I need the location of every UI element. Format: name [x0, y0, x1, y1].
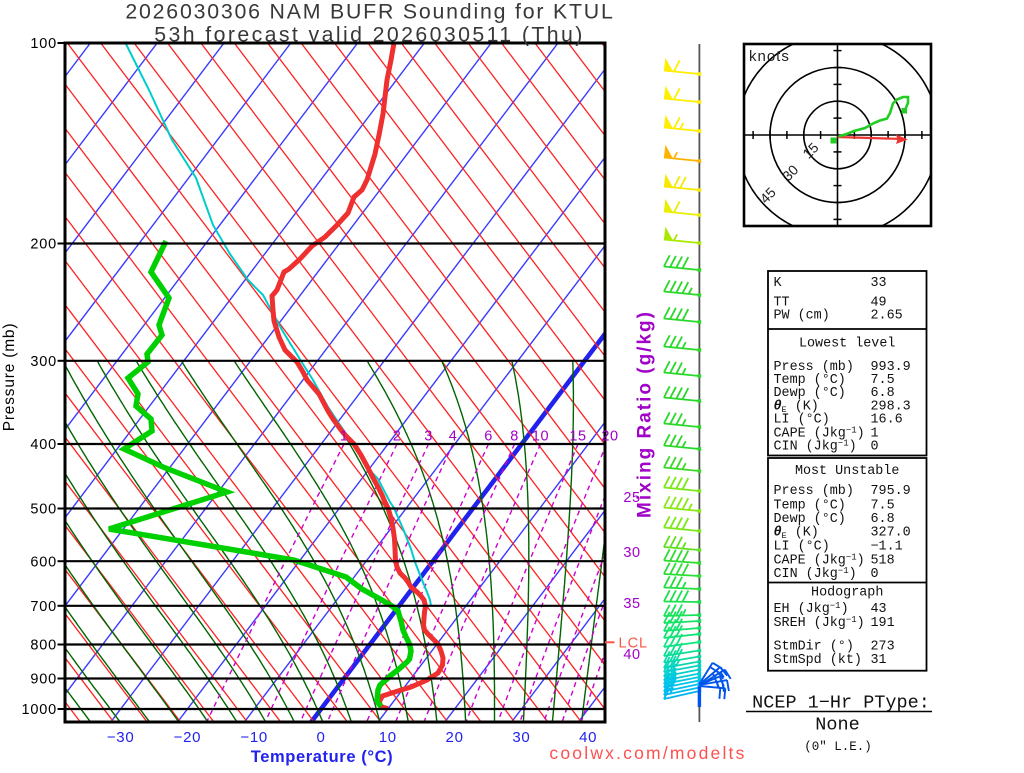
svg-text:LI (°C): LI (°C) — [774, 540, 830, 555]
svg-text:400: 400 — [30, 437, 57, 453]
svg-text:15: 15 — [569, 429, 586, 445]
svg-text:CAPE (Jkg−1): CAPE (Jkg−1) — [774, 425, 865, 441]
svg-text:40: 40 — [623, 647, 640, 663]
svg-text:200: 200 — [30, 237, 57, 253]
svg-text:31: 31 — [871, 653, 887, 668]
svg-text:6.8: 6.8 — [871, 386, 895, 401]
svg-text:298.3: 298.3 — [871, 399, 911, 414]
svg-text:0: 0 — [871, 440, 879, 455]
svg-text:800: 800 — [30, 638, 57, 654]
svg-text:CIN (Jkg−1): CIN (Jkg−1) — [774, 439, 857, 455]
svg-text:θE (K): θE (K) — [774, 399, 819, 415]
svg-text:−20: −20 — [174, 729, 202, 746]
svg-text:2.65: 2.65 — [871, 309, 903, 324]
svg-text:SREH (Jkg−1): SREH (Jkg−1) — [774, 615, 865, 631]
svg-text:327.0: 327.0 — [871, 526, 911, 541]
svg-text:53h forecast valid 2026030511: 53h forecast valid 2026030511 (Thu) — [154, 23, 585, 47]
svg-text:993.9: 993.9 — [871, 360, 911, 375]
svg-text:−1.1: −1.1 — [871, 540, 903, 555]
svg-text:θE (K): θE (K) — [774, 526, 819, 542]
svg-text:Mixing Ratio (g/kg): Mixing Ratio (g/kg) — [635, 310, 656, 518]
svg-text:20: 20 — [601, 429, 618, 445]
svg-text:33: 33 — [871, 276, 887, 291]
svg-text:30: 30 — [623, 545, 640, 561]
svg-text:LCL: LCL — [619, 635, 649, 651]
svg-text:40: 40 — [579, 729, 597, 746]
svg-text:16.6: 16.6 — [871, 413, 903, 428]
svg-text:300: 300 — [30, 354, 57, 370]
svg-text:StmSpd (kt): StmSpd (kt) — [774, 653, 862, 668]
svg-text:2026030306 NAM BUFR Sounding f: 2026030306 NAM BUFR Sounding for KTUL — [125, 0, 614, 24]
svg-text:LI (°C): LI (°C) — [774, 413, 830, 428]
svg-text:Temp (°C): Temp (°C) — [774, 498, 846, 513]
svg-text:600: 600 — [30, 554, 57, 570]
svg-text:CAPE (Jkg−1): CAPE (Jkg−1) — [774, 552, 865, 568]
svg-text:K: K — [774, 276, 783, 291]
svg-text:None: None — [815, 715, 859, 736]
svg-text:Most Unstable: Most Unstable — [795, 464, 899, 479]
svg-text:2: 2 — [393, 429, 402, 445]
svg-text:795.9: 795.9 — [871, 484, 911, 499]
svg-text:Dewp (°C): Dewp (°C) — [774, 386, 846, 401]
svg-text:8: 8 — [510, 429, 519, 445]
svg-text:Temp (°C): Temp (°C) — [774, 373, 846, 388]
svg-text:30: 30 — [512, 729, 530, 746]
svg-text:−30: −30 — [107, 729, 135, 746]
svg-text:1: 1 — [340, 429, 349, 445]
svg-text:Temperature (°C): Temperature (°C) — [251, 748, 393, 766]
svg-text:191: 191 — [871, 616, 895, 631]
svg-text:coolwx.com/modelts: coolwx.com/modelts — [549, 743, 746, 763]
svg-text:knots: knots — [749, 48, 790, 65]
svg-text:43: 43 — [871, 602, 887, 617]
svg-text:10: 10 — [532, 429, 549, 445]
svg-text:6.8: 6.8 — [871, 512, 895, 527]
svg-text:(0" L.E.): (0" L.E.) — [804, 740, 872, 754]
svg-text:0: 0 — [316, 729, 325, 746]
svg-text:20: 20 — [446, 729, 464, 746]
svg-text:NCEP 1−Hr PType:: NCEP 1−Hr PType: — [752, 693, 930, 714]
svg-text:Pressure (mb): Pressure (mb) — [1, 323, 18, 432]
svg-text:1: 1 — [871, 426, 879, 441]
svg-text:700: 700 — [30, 599, 57, 615]
svg-text:7.5: 7.5 — [871, 498, 895, 513]
svg-text:7.5: 7.5 — [871, 373, 895, 388]
svg-text:10: 10 — [379, 729, 397, 746]
svg-text:25: 25 — [623, 490, 640, 506]
svg-text:StmDir (°): StmDir (°) — [774, 640, 854, 655]
svg-text:273: 273 — [871, 640, 895, 655]
svg-text:TT: TT — [774, 295, 790, 310]
svg-text:49: 49 — [871, 295, 887, 310]
svg-text:CIN (Jkg−1): CIN (Jkg−1) — [774, 566, 857, 582]
svg-text:0: 0 — [871, 567, 879, 582]
svg-text:6: 6 — [484, 429, 493, 445]
svg-text:900: 900 — [30, 672, 57, 688]
svg-text:Lowest level: Lowest level — [799, 336, 895, 351]
svg-text:3: 3 — [424, 429, 433, 445]
svg-text:Dewp (°C): Dewp (°C) — [774, 512, 846, 527]
svg-text:Hodograph: Hodograph — [811, 586, 883, 601]
svg-text:35: 35 — [623, 596, 640, 612]
svg-text:Press (mb): Press (mb) — [774, 484, 854, 499]
svg-text:1000: 1000 — [22, 702, 57, 718]
svg-text:500: 500 — [30, 502, 57, 518]
svg-text:4: 4 — [449, 429, 458, 445]
svg-text:PW (cm): PW (cm) — [774, 309, 830, 324]
svg-text:518: 518 — [871, 553, 895, 568]
svg-text:100: 100 — [30, 36, 57, 52]
svg-text:Press (mb): Press (mb) — [774, 360, 854, 375]
svg-text:−10: −10 — [240, 729, 268, 746]
